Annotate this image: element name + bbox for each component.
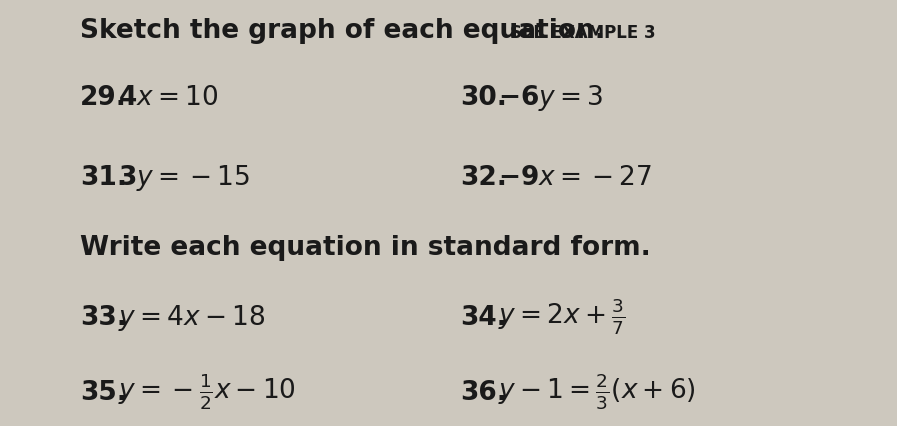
Text: $\mathit{y} = -\frac{1}{2}\mathit{x} - 10$: $\mathit{y} = -\frac{1}{2}\mathit{x} - 1… xyxy=(118,371,296,412)
Text: 35.: 35. xyxy=(80,379,126,405)
Text: $\mathit{y} = 2\mathit{x} + \frac{3}{7}$: $\mathit{y} = 2\mathit{x} + \frac{3}{7}$ xyxy=(498,296,625,337)
Text: Write each equation in standard form.: Write each equation in standard form. xyxy=(80,234,650,260)
Text: 32.: 32. xyxy=(460,164,507,190)
Text: 30.: 30. xyxy=(460,85,507,111)
Text: $\mathit{y} - 1 = \frac{2}{3}(\mathit{x} + 6)$: $\mathit{y} - 1 = \frac{2}{3}(\mathit{x}… xyxy=(498,371,696,412)
Text: $\mathbf{4}\mathit{x} = 10$: $\mathbf{4}\mathit{x} = 10$ xyxy=(118,85,218,111)
Text: 34.: 34. xyxy=(460,304,507,330)
Text: $\mathit{y} = 4\mathit{x} - 18$: $\mathit{y} = 4\mathit{x} - 18$ xyxy=(118,302,266,332)
Text: 29.: 29. xyxy=(80,85,126,111)
Text: $\mathbf{3}\mathit{y} = -15$: $\mathbf{3}\mathit{y} = -15$ xyxy=(118,163,250,193)
Text: SEE EXAMPLE 3: SEE EXAMPLE 3 xyxy=(510,24,656,42)
Text: 33.: 33. xyxy=(80,304,126,330)
Text: $\mathbf{-6}\mathit{y} = 3$: $\mathbf{-6}\mathit{y} = 3$ xyxy=(498,83,603,113)
Text: $\mathbf{-9}\mathit{x} = -27$: $\mathbf{-9}\mathit{x} = -27$ xyxy=(498,164,652,190)
Text: 31.: 31. xyxy=(80,164,127,190)
Text: 36.: 36. xyxy=(460,379,507,405)
Text: Sketch the graph of each equation.: Sketch the graph of each equation. xyxy=(80,18,605,44)
